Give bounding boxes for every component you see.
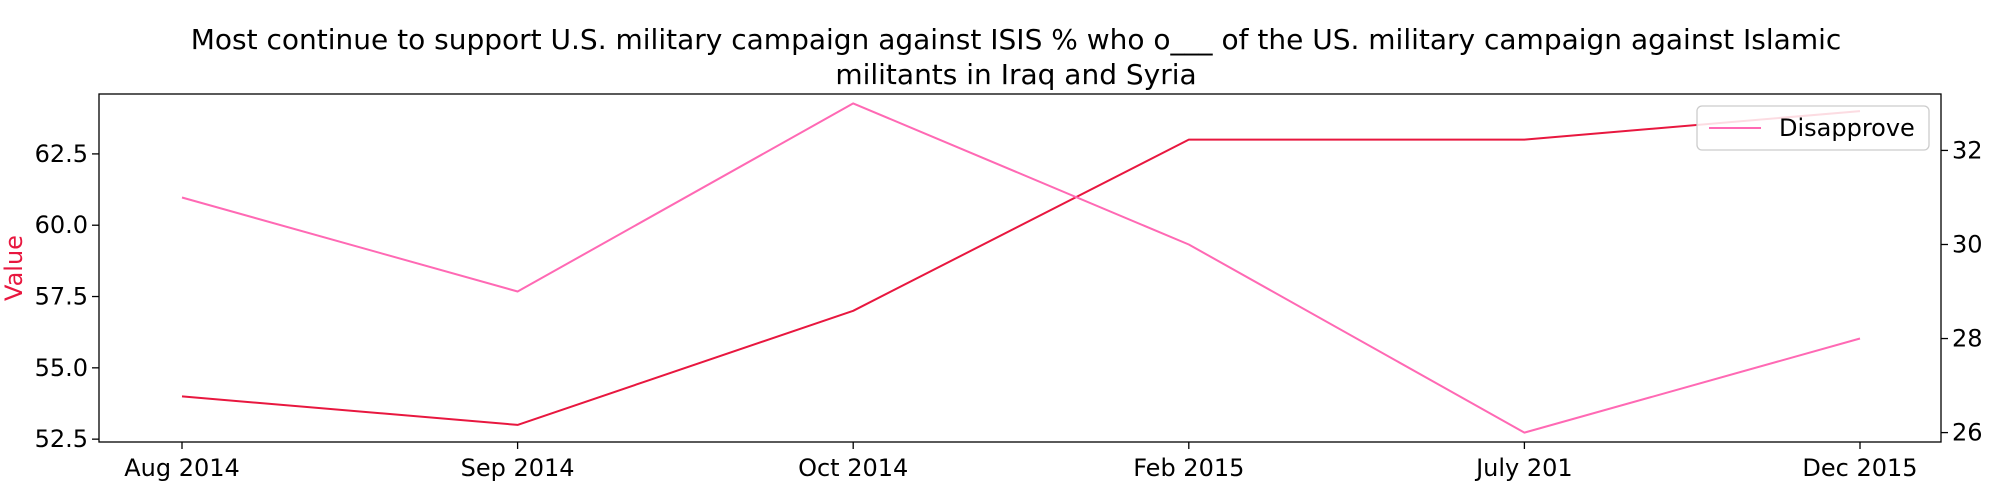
y-tick-label: 57.5 xyxy=(35,283,88,311)
x-tick-label: Oct 2014 xyxy=(798,454,908,482)
x-tick-label: Aug 2014 xyxy=(124,454,240,482)
y-tick-label: 52.5 xyxy=(35,425,88,453)
y2-tick-label: 30 xyxy=(1952,230,1983,258)
y-axis-label: Value xyxy=(0,235,28,301)
legend-label-disapprove: Disapprove xyxy=(1779,114,1915,142)
x-tick-label: Feb 2015 xyxy=(1133,454,1244,482)
x-tick-label: July 201 xyxy=(1474,454,1573,482)
series-line-disapprove xyxy=(181,102,1861,434)
x-tick-label: Sep 2014 xyxy=(461,454,575,482)
chart-title-line-2: militants in Iraq and Syria xyxy=(835,58,1196,91)
x-tick-label: Dec 2015 xyxy=(1802,454,1917,482)
y2-tick-label: 26 xyxy=(1952,419,1983,447)
legend[interactable]: Disapprove xyxy=(1696,105,1930,151)
series-line-1 xyxy=(181,110,1861,426)
x-axis: Aug 2014 Sep 2014 Oct 2014 Feb 2015 July 201… xyxy=(124,442,1918,482)
y-tick-label: 62.5 xyxy=(35,140,88,168)
y-axis-right: 26 28 30 32 xyxy=(1941,136,1983,447)
y-tick-label: 60.0 xyxy=(35,211,88,239)
series-lines xyxy=(181,102,1861,434)
chart-title: Most continue to support U.S. military c… xyxy=(191,23,1842,91)
y-tick-label: 55.0 xyxy=(35,354,88,382)
y2-tick-label: 32 xyxy=(1952,136,1983,164)
y2-tick-label: 28 xyxy=(1952,325,1983,353)
plot-area-frame xyxy=(98,93,1942,443)
legend-box xyxy=(1696,105,1930,151)
chart-title-line-1: Most continue to support U.S. military c… xyxy=(191,23,1842,56)
y-axis-left: 52.5 55.0 57.5 60.0 62.5 xyxy=(35,140,99,453)
